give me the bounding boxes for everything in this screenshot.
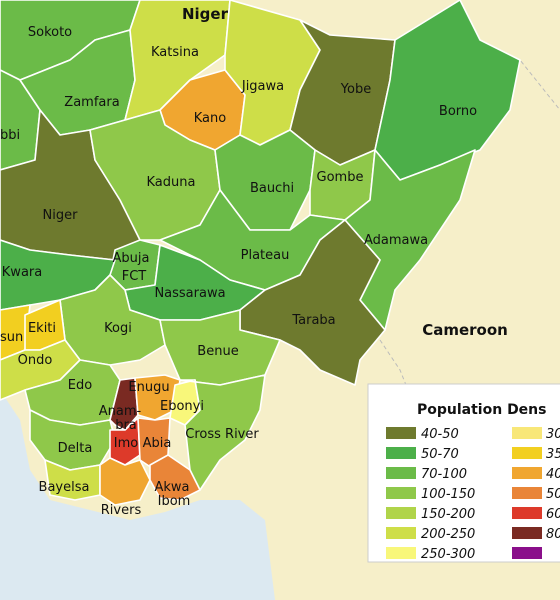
legend-swatch-right-2 <box>512 467 542 479</box>
state-labels: Sokoto Katsina Zamfara bbi Jigawa Yobe K… <box>0 25 477 518</box>
label-fct: FCT <box>122 269 147 284</box>
state-delta[interactable] <box>29 409 116 471</box>
label-sokoto: Sokoto <box>28 25 72 40</box>
label-kogi: Kogi <box>104 321 132 336</box>
label-gombe: Gombe <box>317 170 364 185</box>
label-bauchi: Bauchi <box>250 181 294 196</box>
label-imo: Imo <box>114 436 138 451</box>
label-adamawa: Adamawa <box>364 233 428 248</box>
label-borno: Borno <box>439 104 477 119</box>
label-osun: sun <box>0 330 23 345</box>
legend-swatch-right-6 <box>512 547 542 559</box>
legend-swatch-left-4 <box>386 507 416 519</box>
country-label-cameroon: Cameroon <box>422 321 508 339</box>
label-rivers: Rivers <box>101 503 142 518</box>
label-edo: Edo <box>68 378 92 393</box>
legend-swatch-left-1 <box>386 447 416 459</box>
label-niger-state: Niger <box>43 208 79 223</box>
legend-label-right-0: 30 <box>546 427 560 442</box>
label-anambra-1: Anam- <box>99 404 142 419</box>
sea <box>0 390 275 600</box>
state-borno[interactable] <box>374 0 521 181</box>
label-akwa-1: Akwa <box>154 480 189 495</box>
state-akwa-ibom[interactable] <box>149 454 201 501</box>
legend-label-right-3: 50 <box>546 487 560 502</box>
legend-label-left-0: 40-50 <box>421 427 459 442</box>
label-ibom-1: Ibom <box>158 494 191 509</box>
legend-swatch-left-5 <box>386 527 416 539</box>
label-abuja: Abuja <box>113 251 150 266</box>
legend-title: Population Dens <box>417 402 546 418</box>
legend-label-right-2: 40 <box>546 467 560 482</box>
label-taraba: Taraba <box>291 313 335 328</box>
label-nassarawa: Nassarawa <box>154 286 225 301</box>
legend-label-left-1: 50-70 <box>421 447 459 462</box>
legend-label-left-5: 200-250 <box>421 527 475 542</box>
country-label-niger: Niger <box>182 5 229 23</box>
label-zamfara: Zamfara <box>64 95 119 110</box>
label-bayelsa: Bayelsa <box>39 480 90 495</box>
legend-swatch-right-5 <box>512 527 542 539</box>
legend-swatch-right-4 <box>512 507 542 519</box>
legend-label-left-4: 150-200 <box>421 507 475 522</box>
label-ebonyi: Ebonyi <box>160 399 204 414</box>
label-jigawa: Jigawa <box>241 79 284 94</box>
label-kwara: Kwara <box>2 265 42 280</box>
label-kaduna: Kaduna <box>147 175 196 190</box>
legend-swatch-left-3 <box>386 487 416 499</box>
label-yobe: Yobe <box>340 82 371 97</box>
label-katsina: Katsina <box>151 45 199 60</box>
label-ekiti: Ekiti <box>28 321 56 336</box>
label-plateau: Plateau <box>241 248 290 263</box>
label-abia: Abia <box>143 436 172 451</box>
legend-swatch-left-0 <box>386 427 416 439</box>
label-anambra-2: bra <box>115 418 137 433</box>
states-layer <box>0 0 521 506</box>
legend-swatch-left-2 <box>386 467 416 479</box>
legend-label-left-2: 70-100 <box>421 467 467 482</box>
state-cross-river[interactable] <box>179 374 266 491</box>
legend-swatch-right-0 <box>512 427 542 439</box>
legend-swatch-right-1 <box>512 447 542 459</box>
label-enugu: Enugu <box>128 380 169 395</box>
label-kano: Kano <box>194 111 227 126</box>
label-delta: Delta <box>58 441 93 456</box>
legend-label-left-6: 250-300 <box>421 547 475 562</box>
label-kebbi: bbi <box>0 128 20 143</box>
legend: Population Dens 40-50 50-70 70-100 100-1… <box>367 383 560 563</box>
legend-label-right-5: 80 <box>546 527 560 542</box>
legend-label-right-1: 35 <box>546 447 560 462</box>
legend-swatch-left-6 <box>386 547 416 559</box>
legend-label-left-3: 100-150 <box>421 487 475 502</box>
label-cross-river: Cross River <box>185 427 259 442</box>
legend-swatch-right-3 <box>512 487 542 499</box>
state-benue[interactable] <box>159 309 281 386</box>
label-ondo: Ondo <box>18 353 53 368</box>
legend-label-right-4: 60 <box>546 507 560 522</box>
label-benue: Benue <box>197 344 238 359</box>
